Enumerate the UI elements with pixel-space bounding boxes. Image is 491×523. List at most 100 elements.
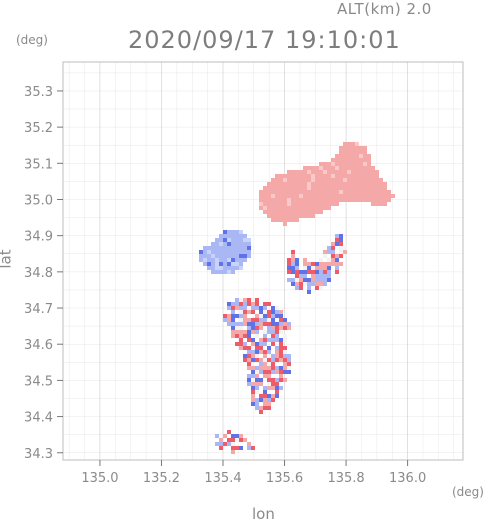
field-cell <box>379 178 383 182</box>
field-cell <box>355 182 359 186</box>
field-cell <box>255 314 259 318</box>
field-cell <box>251 342 255 346</box>
y-tick-label: 34.5 <box>24 374 53 389</box>
field-cell <box>299 202 303 206</box>
field-cell <box>259 198 263 202</box>
field-cell <box>327 174 331 178</box>
field-cell <box>251 354 255 358</box>
field-cell <box>319 270 323 274</box>
field-cell <box>287 218 291 222</box>
field-cell <box>327 250 331 254</box>
field-cell <box>287 270 291 274</box>
field-cell <box>275 198 279 202</box>
field-cell <box>243 438 247 442</box>
field-cell <box>307 182 311 186</box>
field-cell <box>227 314 231 318</box>
field-cell <box>303 266 307 270</box>
field-cell <box>267 318 271 322</box>
field-cell <box>219 250 223 254</box>
field-cell <box>299 190 303 194</box>
field-cell <box>331 158 335 162</box>
field-cell <box>323 206 327 210</box>
field-cell <box>251 390 255 394</box>
field-cell <box>203 250 207 254</box>
field-cell <box>267 378 271 382</box>
field-cell <box>227 430 231 434</box>
field-cell <box>355 174 359 178</box>
field-cell <box>291 186 295 190</box>
field-cell <box>235 434 239 438</box>
field-cell <box>291 282 295 286</box>
field-cell <box>319 194 323 198</box>
field-cell <box>263 314 267 318</box>
field-cell <box>343 194 347 198</box>
field-cell <box>323 254 327 258</box>
field-cell <box>275 178 279 182</box>
field-cell <box>359 146 363 150</box>
field-cell <box>303 198 307 202</box>
field-cell <box>239 250 243 254</box>
field-cell <box>359 182 363 186</box>
field-cell <box>283 358 287 362</box>
field-cell <box>283 378 287 382</box>
field-cell <box>251 330 255 334</box>
field-cell <box>347 154 351 158</box>
field-cell <box>251 350 255 354</box>
field-cell <box>235 238 239 242</box>
field-cell <box>331 242 335 246</box>
field-cell <box>239 318 243 322</box>
field-cell <box>267 358 271 362</box>
field-cell <box>287 366 291 370</box>
field-cell <box>247 318 251 322</box>
field-cell <box>323 190 327 194</box>
field-cell <box>315 274 319 278</box>
field-cell <box>219 438 223 442</box>
field-cell <box>355 186 359 190</box>
field-cell <box>235 266 239 270</box>
field-cell <box>227 242 231 246</box>
field-cell <box>255 390 259 394</box>
field-cell <box>271 386 275 390</box>
field-cell <box>243 298 247 302</box>
field-cell <box>275 314 279 318</box>
field-cell <box>227 258 231 262</box>
field-cell <box>267 322 271 326</box>
field-cell <box>279 366 283 370</box>
field-cell <box>351 166 355 170</box>
field-cell <box>351 158 355 162</box>
field-cell <box>371 178 375 182</box>
field-cell <box>367 158 371 162</box>
field-cell <box>263 198 267 202</box>
field-cell <box>327 194 331 198</box>
field-cell <box>267 370 271 374</box>
field-cell <box>355 198 359 202</box>
field-cell <box>263 358 267 362</box>
field-cell <box>231 242 235 246</box>
x-axis-label: lon <box>252 505 275 523</box>
field-cell <box>267 190 271 194</box>
field-cell <box>355 190 359 194</box>
field-cell <box>231 302 235 306</box>
field-cell <box>231 246 235 250</box>
field-cell <box>275 338 279 342</box>
field-cell <box>355 170 359 174</box>
field-cell <box>355 142 359 146</box>
field-cell <box>275 390 279 394</box>
field-cell <box>239 330 243 334</box>
field-cell <box>347 174 351 178</box>
field-cell <box>263 206 267 210</box>
field-cell <box>231 438 235 442</box>
field-cell <box>359 186 363 190</box>
field-cell <box>279 182 283 186</box>
field-cell <box>235 242 239 246</box>
field-cell <box>267 398 271 402</box>
field-cell <box>263 386 267 390</box>
field-cell <box>343 146 347 150</box>
field-cell <box>283 198 287 202</box>
field-cell <box>311 282 315 286</box>
y-tick-label: 34.6 <box>24 338 53 353</box>
field-cell <box>219 246 223 250</box>
field-cell <box>203 258 207 262</box>
field-cell <box>251 310 255 314</box>
field-cell <box>371 194 375 198</box>
